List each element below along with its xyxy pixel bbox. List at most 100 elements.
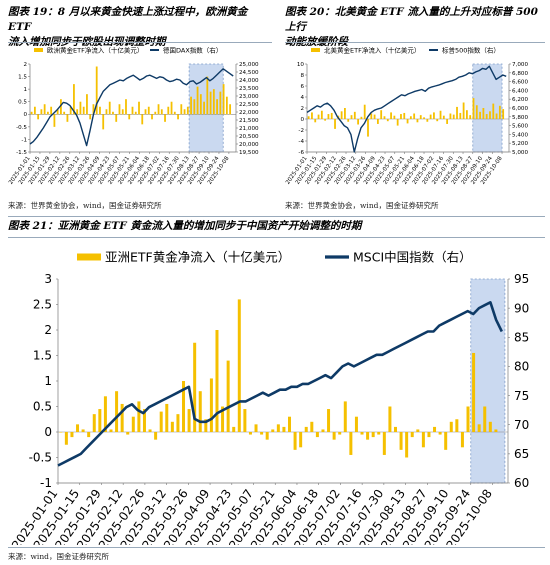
bar <box>141 114 144 125</box>
bar <box>282 426 286 432</box>
bar <box>386 119 389 122</box>
left-tick-label: 6 <box>300 84 304 90</box>
right-tick-label: 5,000 <box>512 150 528 156</box>
bar <box>225 96 228 115</box>
bar <box>314 119 317 123</box>
bar <box>413 113 416 119</box>
bar <box>164 114 166 122</box>
bar <box>170 101 173 115</box>
left-tick-label: 2 <box>44 323 52 337</box>
bar <box>254 424 258 432</box>
bar <box>92 414 96 432</box>
bar <box>126 432 130 435</box>
bar <box>271 429 275 432</box>
bar <box>138 101 140 115</box>
bar <box>46 111 49 115</box>
right-tick-label: 7,000 <box>512 62 528 68</box>
fig21-bottom-rule <box>8 547 545 548</box>
bar <box>327 409 331 432</box>
bar <box>459 112 462 119</box>
bar <box>131 106 134 115</box>
left-tick-label: 1 <box>44 374 52 388</box>
right-tick-label: 85 <box>514 330 529 344</box>
bar <box>30 111 33 115</box>
right-tick-label: 60 <box>514 476 529 490</box>
bar <box>50 106 53 115</box>
bar <box>64 432 68 445</box>
bar <box>446 119 449 124</box>
bar <box>320 110 323 119</box>
bar <box>293 432 297 450</box>
left-tick-label: -1 <box>40 476 52 490</box>
bar <box>144 109 147 115</box>
bar <box>462 102 465 119</box>
left-tick-label: 10 <box>297 62 305 68</box>
bar <box>103 396 107 432</box>
fig21-caption-rule <box>8 237 545 238</box>
fig20-chart: 10 8 6 4 2 0 -2 -4 -6 7,000 6,800 6,600 6,400 6,200 6,… <box>285 45 528 186</box>
bar <box>69 106 72 115</box>
bar <box>40 109 43 115</box>
bar <box>142 409 146 432</box>
bar <box>321 429 325 432</box>
bar <box>86 94 88 115</box>
bar <box>433 112 435 119</box>
bar <box>43 104 46 115</box>
bar <box>226 360 230 432</box>
bar <box>479 111 481 119</box>
bar <box>495 113 498 119</box>
bar <box>429 114 432 119</box>
bar <box>483 406 487 432</box>
bar <box>327 114 330 119</box>
bar <box>209 91 212 115</box>
bar <box>147 106 150 115</box>
right-tick-label: 23,000 <box>239 94 259 100</box>
bar <box>338 432 342 435</box>
legend-bar-label: 北美黄金ETF净流入（十亿美元） <box>324 45 420 54</box>
fig20-top-rule <box>285 42 545 43</box>
bar <box>299 432 303 448</box>
legend-line-label: MSCI中国指数（右） <box>353 249 472 264</box>
fig21-top-rule <box>8 216 545 217</box>
bar <box>112 111 114 115</box>
left-tick-label: 0.5 <box>33 400 52 414</box>
right-tick-label: 22,000 <box>239 110 259 116</box>
bar <box>399 432 403 450</box>
bar <box>472 98 475 119</box>
bar <box>92 104 95 115</box>
bar <box>288 416 292 432</box>
bar <box>449 113 452 119</box>
bar <box>466 110 468 119</box>
bar <box>393 115 396 119</box>
bar <box>76 109 79 115</box>
bar <box>118 104 121 115</box>
bar <box>82 106 85 115</box>
bar <box>393 426 397 432</box>
bar <box>115 114 118 122</box>
right-tick-label: 24,000 <box>239 78 259 84</box>
bar <box>215 330 219 432</box>
bar <box>370 113 373 119</box>
right-tick-label: 70 <box>514 418 529 432</box>
bar <box>76 424 80 432</box>
bar <box>377 432 381 435</box>
bar <box>157 104 160 115</box>
bar <box>53 114 56 127</box>
bar <box>154 432 158 440</box>
bar <box>442 115 445 119</box>
index-line <box>57 300 503 467</box>
bar <box>406 119 409 124</box>
legend-line-label: 标普500指数（右） <box>442 45 500 54</box>
right-tick-label: 20,500 <box>239 134 259 140</box>
bar <box>421 432 425 448</box>
bar <box>388 406 392 432</box>
bar <box>98 409 102 432</box>
left-tick-label: 1 <box>23 87 27 93</box>
bar <box>128 114 131 120</box>
left-tick-label: 3 <box>44 272 52 286</box>
bar <box>436 119 439 122</box>
bar <box>105 109 108 115</box>
right-tick-label: 5,200 <box>512 141 528 147</box>
bar <box>177 114 179 120</box>
right-tick-label: 6,600 <box>512 80 528 86</box>
